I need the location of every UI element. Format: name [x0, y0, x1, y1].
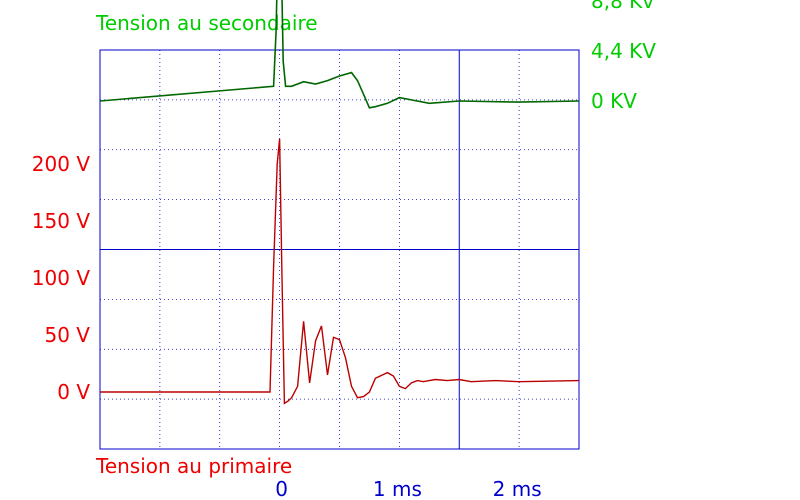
plot-grid — [100, 50, 579, 449]
primary-title: Tension au primaire — [95, 454, 292, 478]
right-tick-label: 8,8 Kv — [591, 0, 654, 13]
left-axis-ticks: 200 V 150 V 100 V 50 V 0 V — [32, 152, 91, 404]
left-tick-label: 0 V — [57, 380, 90, 404]
right-axis-ticks: 0 KV4,4 KV8,8 Kv13,2 KV17,6 KV — [591, 0, 656, 113]
left-tick-label: 100 V — [32, 266, 91, 290]
left-tick-label: 50 V — [45, 323, 91, 347]
right-tick-label: 4,4 KV — [591, 39, 656, 63]
x-tick-label: 2 ms — [493, 477, 542, 500]
right-tick-label: 0 KV — [591, 89, 637, 113]
series-line-secondary — [99, 0, 580, 109]
secondary-title: Tension au secondaire — [95, 11, 318, 35]
x-axis-ticks: 0 1 ms 2 ms — [275, 477, 541, 500]
left-tick-label: 150 V — [32, 209, 91, 233]
plot-frame — [99, 49, 580, 450]
left-tick-label: 200 V — [32, 152, 91, 176]
x-tick-label: 0 — [275, 477, 288, 500]
x-tick-label: 1 ms — [373, 477, 422, 500]
series-line-primary — [100, 138, 580, 405]
